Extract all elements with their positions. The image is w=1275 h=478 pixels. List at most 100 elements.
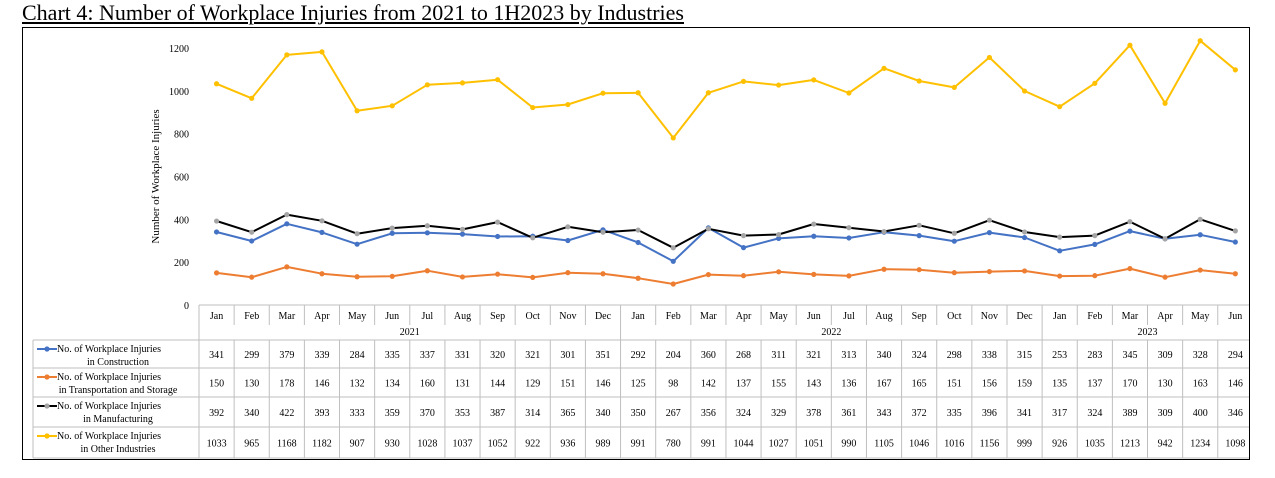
data-point <box>1197 38 1203 44</box>
month-tick-label: Aug <box>875 311 892 322</box>
table-cell-value: 359 <box>385 408 400 419</box>
table-cell-value: 151 <box>947 379 962 390</box>
month-tick-label: Sep <box>912 311 927 322</box>
data-point <box>916 267 922 273</box>
line-chart: Number of Workplace Injuries 0 200 400 600 80… <box>32 38 1249 459</box>
table-cell-value: 989 <box>595 439 610 450</box>
month-tick-label: Sep <box>490 311 505 322</box>
table-cell-value: 1033 <box>207 439 227 450</box>
table-cell-value: 338 <box>982 350 997 361</box>
legend-label-line2: in Manufacturing <box>83 414 153 425</box>
data-point <box>1127 265 1133 272</box>
legend-key-marker <box>44 403 50 409</box>
data-point <box>811 221 817 227</box>
data-point <box>249 229 255 235</box>
data-point <box>389 225 395 231</box>
table-cell-value: 136 <box>841 379 856 390</box>
data-point <box>846 273 852 279</box>
month-tick-label: Jun <box>385 311 399 322</box>
data-point <box>1232 271 1238 277</box>
data-point <box>1092 241 1098 247</box>
table-cell-value: 324 <box>912 350 927 361</box>
table-cell-value: 125 <box>631 379 646 390</box>
table-cell-value: 1051 <box>804 439 824 450</box>
data-point <box>354 241 360 247</box>
table-cell-value: 942 <box>1158 439 1173 450</box>
data-point <box>635 275 641 281</box>
table-cell-value: 253 <box>1052 350 1067 361</box>
data-point <box>354 274 360 280</box>
table-cell-value: 340 <box>244 408 259 419</box>
table-cell-value: 130 <box>1158 379 1173 390</box>
data-point <box>284 212 290 218</box>
data-point <box>565 101 571 108</box>
data-point <box>951 270 957 276</box>
table-cell-value: 142 <box>701 379 716 390</box>
table-cell-value: 379 <box>279 350 294 361</box>
table-cell-value: 340 <box>877 350 892 361</box>
data-point <box>670 281 676 287</box>
data-point <box>424 223 430 229</box>
month-tick-label: Jul <box>843 311 855 322</box>
table-cell-value: 1016 <box>944 439 964 450</box>
month-tick-label: Jul <box>422 311 434 322</box>
y-tick-label: 1200 <box>169 44 189 55</box>
table-cell-value: 337 <box>420 350 435 361</box>
table-cell-value: 134 <box>385 379 400 390</box>
table-cell-value: 1052 <box>488 439 508 450</box>
legend-label-line2: in Construction <box>87 357 149 368</box>
table-cell-value: 350 <box>631 408 646 419</box>
data-point <box>951 230 957 236</box>
y-tick-label: 800 <box>174 130 189 141</box>
table-cell-value: 132 <box>350 379 365 390</box>
data-point <box>986 230 993 236</box>
table-cell-value: 150 <box>209 379 224 390</box>
data-point <box>213 270 220 276</box>
data-point <box>530 274 536 280</box>
series-line <box>216 39 1236 139</box>
data-point <box>284 52 290 58</box>
legend-key-marker <box>44 433 50 439</box>
table-cell-value: 299 <box>244 350 259 361</box>
year-label: 2021 <box>400 327 420 338</box>
table-cell-value: 1105 <box>874 439 894 450</box>
month-tick-label: Apr <box>736 311 752 322</box>
month-tick-label: Jun <box>807 311 821 322</box>
data-point <box>1162 100 1168 106</box>
data-point <box>916 233 922 239</box>
data-point <box>319 218 325 224</box>
data-point <box>284 264 290 270</box>
table-cell-value: 298 <box>947 350 962 361</box>
table-cell-value: 313 <box>841 350 856 361</box>
month-tick-label: Feb <box>666 311 681 322</box>
month-tick-label: Apr <box>1157 311 1173 322</box>
data-point <box>811 77 817 83</box>
table-cell-value: 926 <box>1052 439 1067 450</box>
data-point <box>776 269 782 275</box>
table-cell-value: 131 <box>455 379 470 390</box>
month-tick-label: Apr <box>314 311 330 322</box>
table-cell-value: 1098 <box>1225 439 1245 450</box>
data-point <box>635 239 641 246</box>
table-cell-value: 137 <box>1087 379 1102 390</box>
data-point <box>1127 42 1133 48</box>
table-cell-value: 314 <box>525 408 540 419</box>
data-point <box>1232 228 1238 234</box>
table-cell-value: 930 <box>385 439 400 450</box>
data-point <box>1057 248 1063 254</box>
data-point <box>1092 273 1098 279</box>
table-cell-value: 346 <box>1228 408 1243 419</box>
data-point <box>1232 67 1238 73</box>
table-cell-value: 311 <box>771 350 786 361</box>
table-cell-value: 315 <box>1017 350 1032 361</box>
y-axis-label: Number of Workplace Injuries <box>150 109 162 243</box>
table-cell-value: 156 <box>982 379 997 390</box>
data-point <box>740 245 747 251</box>
data-point <box>951 84 957 91</box>
table-cell-value: 165 <box>912 379 927 390</box>
table-cell-value: 353 <box>455 408 470 419</box>
month-tick-label: Feb <box>1087 311 1102 322</box>
data-point <box>635 227 641 233</box>
data-point <box>459 231 466 237</box>
table-cell-value: 155 <box>771 379 786 390</box>
